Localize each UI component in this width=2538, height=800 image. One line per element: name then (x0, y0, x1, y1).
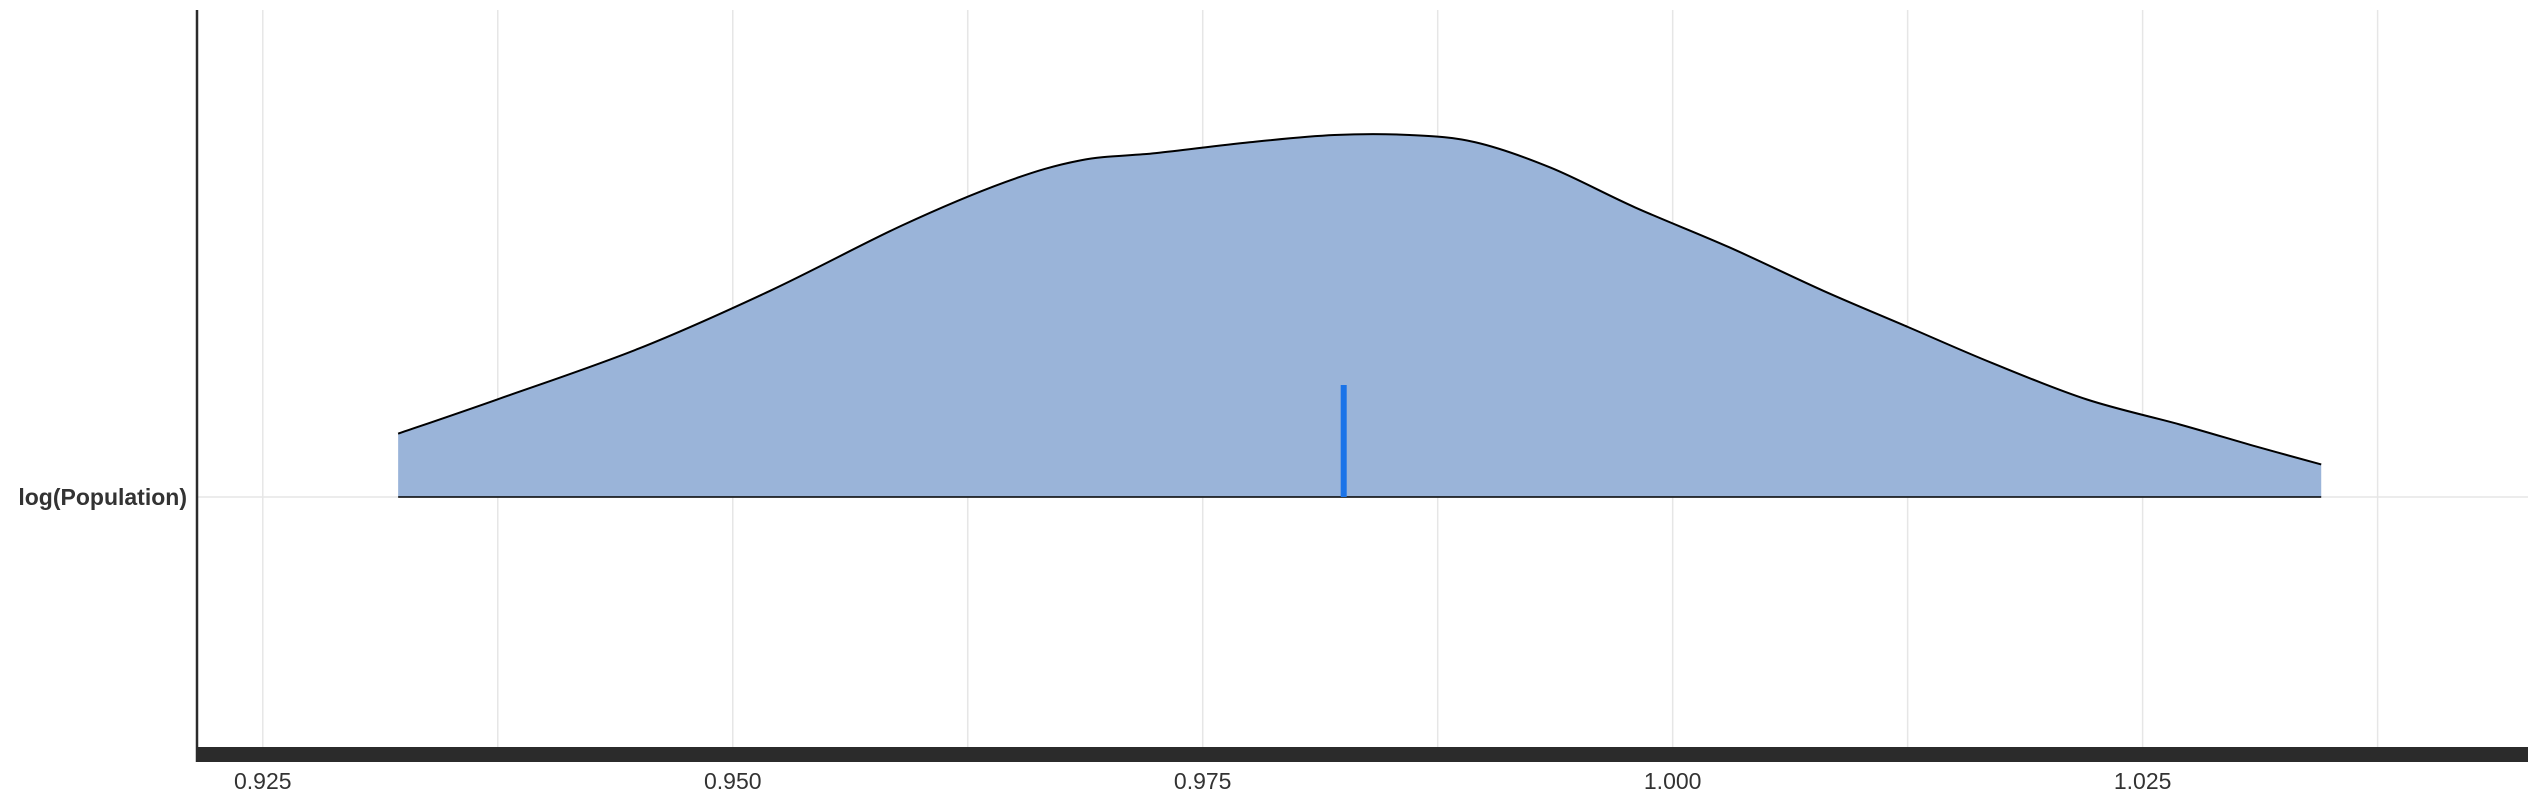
x-tick-label: 1.025 (2114, 768, 2172, 794)
y-tick-labels: log(Population) (18, 484, 187, 510)
x-axis-bar (196, 747, 2528, 762)
x-tick-label: 0.925 (234, 768, 292, 794)
x-tick-label: 1.000 (1644, 768, 1702, 794)
density-area (398, 134, 2322, 497)
x-tick-label: 0.950 (704, 768, 762, 794)
x-tick-labels: 0.925 0.950 0.975 1.000 1.025 (234, 768, 2171, 794)
ridge-layer (397, 133, 2322, 498)
y-tick-label: log(Population) (18, 484, 187, 510)
x-tick-label: 0.975 (1174, 768, 1232, 794)
density-outline (397, 133, 2322, 466)
